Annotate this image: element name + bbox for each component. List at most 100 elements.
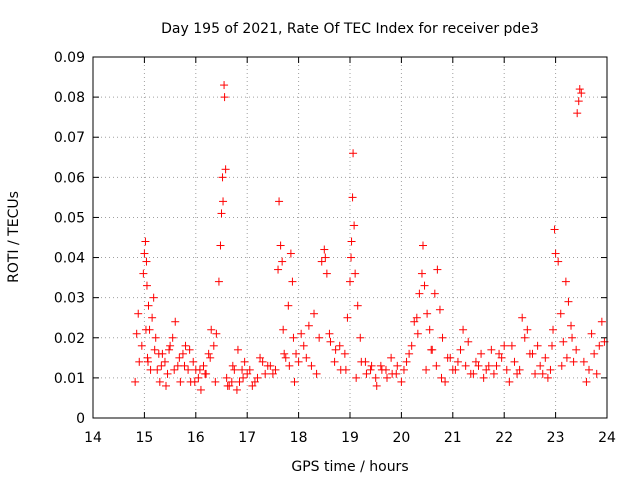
- data-point: [371, 373, 380, 382]
- data-point: [502, 365, 511, 374]
- data-point: [366, 365, 375, 374]
- data-point: [218, 173, 227, 182]
- data-point: [219, 197, 228, 206]
- x-tick-label: 22: [495, 430, 513, 446]
- data-point: [574, 97, 583, 106]
- data-point: [387, 353, 396, 362]
- data-point: [533, 341, 542, 350]
- data-point: [235, 377, 244, 386]
- data-point: [256, 353, 265, 362]
- x-tick-label: 20: [392, 430, 410, 446]
- data-point: [322, 269, 331, 278]
- data-point: [397, 377, 406, 386]
- data-point: [425, 325, 434, 334]
- data-point: [427, 345, 436, 354]
- data-point: [572, 345, 581, 354]
- data-point: [201, 369, 210, 378]
- data-point: [548, 341, 557, 350]
- data-point: [507, 341, 516, 350]
- data-point: [139, 269, 148, 278]
- data-point: [233, 345, 242, 354]
- data-point: [441, 377, 450, 386]
- data-point: [505, 377, 514, 386]
- data-point: [175, 353, 184, 362]
- data-point: [212, 329, 221, 338]
- data-point: [227, 377, 236, 386]
- data-point: [515, 365, 524, 374]
- data-point: [597, 317, 606, 326]
- data-point: [223, 381, 232, 390]
- data-point: [495, 349, 504, 358]
- data-point: [461, 361, 470, 370]
- data-point: [351, 269, 360, 278]
- data-point: [161, 381, 170, 390]
- x-tick-label: 19: [341, 430, 359, 446]
- x-tick-label: 23: [547, 430, 565, 446]
- data-point: [417, 269, 426, 278]
- data-point: [194, 373, 203, 382]
- data-point: [347, 253, 356, 262]
- data-point: [573, 109, 582, 118]
- y-tick-label: 0.09: [54, 50, 85, 66]
- data-point: [592, 369, 601, 378]
- data-point: [531, 369, 540, 378]
- x-tick-label: 17: [238, 430, 256, 446]
- data-point: [437, 373, 446, 382]
- data-point: [510, 357, 519, 366]
- data-point: [206, 353, 215, 362]
- y-tick-label: 0.02: [54, 331, 85, 347]
- data-point: [451, 365, 460, 374]
- data-point: [523, 325, 532, 334]
- data-point: [134, 309, 143, 318]
- data-point: [367, 361, 376, 370]
- data-point: [142, 281, 151, 290]
- data-point: [559, 337, 568, 346]
- x-tick-label: 18: [290, 430, 308, 446]
- data-point: [538, 369, 547, 378]
- data-point: [383, 373, 392, 382]
- data-point: [453, 357, 462, 366]
- data-point: [410, 317, 419, 326]
- data-point: [157, 361, 166, 370]
- data-point: [420, 281, 429, 290]
- data-point: [362, 369, 371, 378]
- data-point: [160, 357, 169, 366]
- data-point: [243, 369, 252, 378]
- data-point: [279, 325, 288, 334]
- data-point: [340, 349, 349, 358]
- data-point: [144, 301, 153, 310]
- data-point: [550, 225, 559, 234]
- data-point: [250, 377, 259, 386]
- y-axis-label: ROTI / TECUs: [6, 191, 22, 283]
- grid: [93, 57, 607, 418]
- data-point: [240, 357, 249, 366]
- data-point: [489, 369, 498, 378]
- data-point: [590, 349, 599, 358]
- data-point: [348, 193, 357, 202]
- data-point: [407, 341, 416, 350]
- data-point: [564, 297, 573, 306]
- data-point: [143, 353, 152, 362]
- data-point: [190, 377, 199, 386]
- y-tick-label: 0.07: [54, 130, 85, 146]
- data-point: [325, 329, 334, 338]
- data-point: [393, 361, 402, 370]
- data-point: [180, 361, 189, 370]
- data-point: [151, 333, 160, 342]
- data-point: [142, 257, 151, 266]
- data-point: [399, 365, 408, 374]
- data-points: [131, 81, 609, 394]
- data-point: [141, 237, 150, 246]
- data-point: [569, 357, 578, 366]
- data-point: [232, 385, 241, 394]
- y-tick-label: 0.04: [54, 251, 85, 267]
- data-point: [137, 341, 146, 350]
- data-point: [163, 369, 172, 378]
- data-point: [276, 241, 285, 250]
- data-point: [178, 349, 187, 358]
- data-point: [536, 361, 545, 370]
- data-point: [274, 265, 283, 274]
- data-point: [330, 357, 339, 366]
- data-point: [258, 357, 267, 366]
- y-tick-label: 0.01: [54, 371, 85, 387]
